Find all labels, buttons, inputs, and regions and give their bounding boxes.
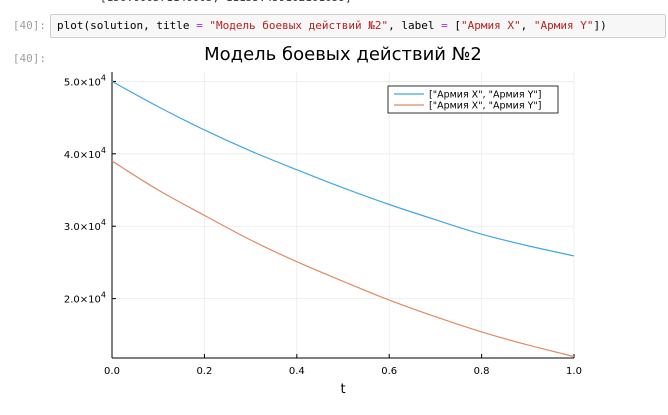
legend-label-1: ["Армия X", "Армия Y"]: [429, 90, 541, 101]
code-token: =: [441, 19, 448, 32]
code-token: ]): [593, 19, 606, 32]
y-tick-label: 4.0×104: [64, 146, 106, 161]
code-token: "Армия X": [461, 19, 521, 32]
x-tick-label: 0.0: [104, 366, 120, 377]
previous-cell-output: [150.000571140005, 11155.459102101059]: [100, 0, 352, 4]
axes: [112, 72, 574, 358]
y-tick-label: 2.0×104: [64, 291, 106, 306]
chart-title: Модель боевых действий №2: [204, 44, 482, 65]
x-tick-label: 0.2: [196, 366, 212, 377]
y-tick-label: 3.0×104: [64, 218, 106, 233]
legend: ["Армия X", "Армия Y"]["Армия X", "Армия…: [388, 86, 558, 113]
code-token: "Армия Y": [534, 19, 594, 32]
code-cell-input[interactable]: plot(solution, title = "Модель боевых де…: [50, 14, 666, 38]
code-token: [: [448, 19, 461, 32]
plot-output: Модель боевых действий №2 0.0 0.2 0.4 0.6 0.…: [50, 40, 660, 404]
code-token: ,: [521, 19, 534, 32]
x-tick-label: 0.8: [474, 366, 490, 377]
y-tick-label: 5.0×104: [64, 73, 106, 88]
x-axis-label: t: [340, 382, 345, 397]
code-token: =: [196, 19, 203, 32]
tick-labels: 0.0 0.2 0.4 0.6 0.8 1.0 2.0×104 3.0×104 4.0×104 5…: [64, 73, 582, 377]
legend-label-2: ["Армия X", "Армия Y"]: [429, 101, 541, 112]
x-tick-label: 0.4: [289, 366, 305, 377]
x-tick-label: 0.6: [381, 366, 397, 377]
grid-lines: [112, 72, 574, 358]
series-lines: [112, 81, 574, 356]
code-token: , label: [388, 19, 441, 32]
series-line-2: [112, 161, 574, 356]
cell-input-prompt: [40]:: [10, 19, 46, 32]
code-token: "Модель боевых действий №2": [203, 19, 388, 32]
code-token: plot(solution, title: [57, 19, 196, 32]
x-tick-label: 1.0: [566, 366, 582, 377]
line-chart: Модель боевых действий №2 0.0 0.2 0.4 0.6 0.…: [50, 40, 660, 400]
cell-output-prompt: [40]:: [10, 52, 46, 65]
